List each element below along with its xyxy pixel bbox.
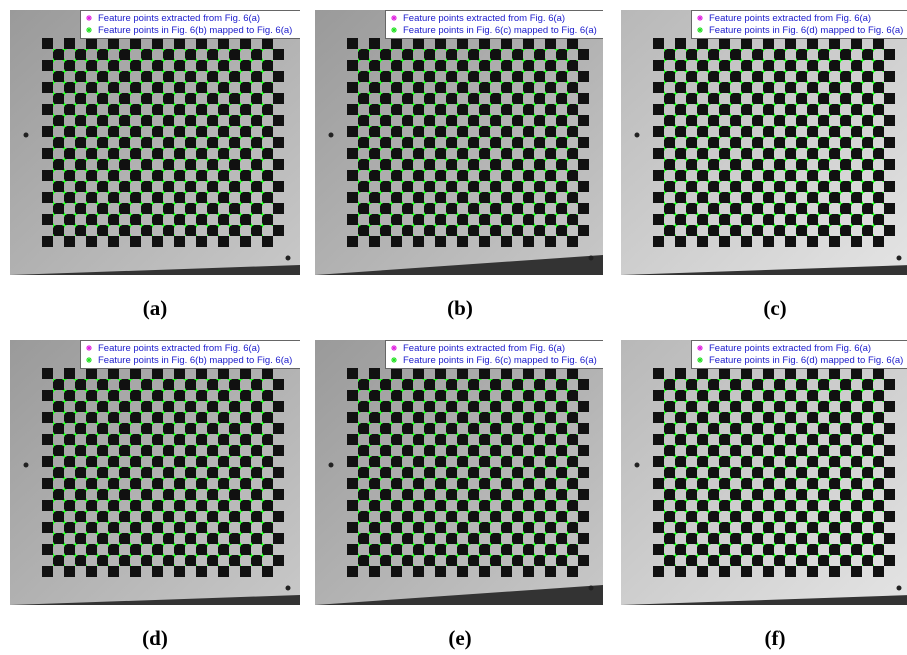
panel-label: (d)	[115, 626, 195, 651]
legend-entry: Feature points in Fig. 6(b) mapped to Fi…	[83, 24, 300, 36]
legend-marker	[697, 345, 703, 351]
hole	[897, 586, 902, 591]
legend-entry: Feature points in Fig. 6(c) mapped to Fi…	[388, 24, 603, 36]
star	[391, 15, 397, 21]
checkerboard-image	[621, 10, 907, 275]
hole	[897, 256, 902, 261]
star	[391, 357, 397, 363]
panel-label: (b)	[420, 296, 500, 321]
checkerboard-image	[315, 340, 603, 605]
image-panel: Feature points extracted from Fig. 6(a)F…	[621, 10, 907, 275]
figure: Feature points extracted from Fig. 6(a)F…	[0, 0, 907, 655]
legend-text: Feature points in Fig. 6(d) mapped to Fi…	[709, 25, 903, 36]
legend-entry: Feature points extracted from Fig. 6(a)	[388, 12, 603, 24]
star	[86, 345, 92, 351]
legend-text: Feature points in Fig. 6(b) mapped to Fi…	[98, 25, 292, 36]
legend-text: Feature points extracted from Fig. 6(a)	[98, 13, 260, 24]
legend-entry: Feature points extracted from Fig. 6(a)	[694, 12, 907, 24]
legend: Feature points extracted from Fig. 6(a)F…	[691, 340, 907, 369]
hole	[589, 256, 594, 261]
legend: Feature points extracted from Fig. 6(a)F…	[80, 340, 300, 369]
legend-entry: Feature points in Fig. 6(d) mapped to Fi…	[694, 354, 907, 366]
image-panel: Feature points extracted from Fig. 6(a)F…	[621, 340, 907, 605]
legend-entry: Feature points extracted from Fig. 6(a)	[694, 342, 907, 354]
hole	[24, 463, 29, 468]
hole	[329, 133, 334, 138]
hole	[635, 133, 640, 138]
panel-label: (f)	[735, 626, 815, 651]
legend: Feature points extracted from Fig. 6(a)F…	[385, 10, 603, 39]
legend-marker	[391, 27, 397, 33]
star	[697, 15, 703, 21]
legend-entry: Feature points extracted from Fig. 6(a)	[388, 342, 603, 354]
hole	[589, 586, 594, 591]
panel-label: (a)	[115, 296, 195, 321]
legend-text: Feature points extracted from Fig. 6(a)	[98, 343, 260, 354]
checkerboard-image	[10, 10, 300, 275]
checkerboard-image	[621, 340, 907, 605]
hole	[286, 256, 291, 261]
legend-text: Feature points extracted from Fig. 6(a)	[709, 13, 871, 24]
star	[697, 345, 703, 351]
feature-points	[664, 49, 884, 236]
star	[86, 27, 92, 33]
image-panel: Feature points extracted from Fig. 6(a)F…	[315, 10, 603, 275]
panel-label: (c)	[735, 296, 815, 321]
legend-marker	[697, 357, 703, 363]
legend-marker	[391, 345, 397, 351]
legend-marker	[697, 27, 703, 33]
checkerboard-image	[10, 340, 300, 605]
feature-points	[664, 379, 884, 566]
legend: Feature points extracted from Fig. 6(a)F…	[691, 10, 907, 39]
feature-points	[53, 49, 273, 236]
star	[391, 345, 397, 351]
feature-points	[358, 49, 578, 236]
legend-text: Feature points extracted from Fig. 6(a)	[709, 343, 871, 354]
checkerboard-image	[315, 10, 603, 275]
hole	[286, 586, 291, 591]
hole	[635, 463, 640, 468]
legend: Feature points extracted from Fig. 6(a)F…	[80, 10, 300, 39]
legend-entry: Feature points in Fig. 6(c) mapped to Fi…	[388, 354, 603, 366]
legend-text: Feature points in Fig. 6(c) mapped to Fi…	[403, 25, 597, 36]
image-panel: Feature points extracted from Fig. 6(a)F…	[10, 340, 300, 605]
legend-entry: Feature points in Fig. 6(d) mapped to Fi…	[694, 24, 907, 36]
legend-marker	[86, 345, 92, 351]
hole	[24, 133, 29, 138]
legend-text: Feature points in Fig. 6(d) mapped to Fi…	[709, 355, 903, 366]
legend-entry: Feature points extracted from Fig. 6(a)	[83, 342, 300, 354]
legend-marker	[86, 357, 92, 363]
legend-marker	[86, 27, 92, 33]
star	[697, 357, 703, 363]
star	[697, 27, 703, 33]
legend-marker	[697, 15, 703, 21]
panel-label: (e)	[420, 626, 500, 651]
star	[86, 15, 92, 21]
legend-text: Feature points in Fig. 6(c) mapped to Fi…	[403, 355, 597, 366]
star	[86, 357, 92, 363]
legend-text: Feature points extracted from Fig. 6(a)	[403, 343, 565, 354]
legend-text: Feature points in Fig. 6(b) mapped to Fi…	[98, 355, 292, 366]
image-panel: Feature points extracted from Fig. 6(a)F…	[315, 340, 603, 605]
legend-marker	[391, 15, 397, 21]
legend: Feature points extracted from Fig. 6(a)F…	[385, 340, 603, 369]
legend-marker	[86, 15, 92, 21]
hole	[329, 463, 334, 468]
feature-points	[53, 379, 273, 566]
star	[391, 27, 397, 33]
legend-marker	[391, 357, 397, 363]
legend-entry: Feature points in Fig. 6(b) mapped to Fi…	[83, 354, 300, 366]
feature-points	[358, 379, 578, 566]
legend-entry: Feature points extracted from Fig. 6(a)	[83, 12, 300, 24]
legend-text: Feature points extracted from Fig. 6(a)	[403, 13, 565, 24]
image-panel: Feature points extracted from Fig. 6(a)F…	[10, 10, 300, 275]
